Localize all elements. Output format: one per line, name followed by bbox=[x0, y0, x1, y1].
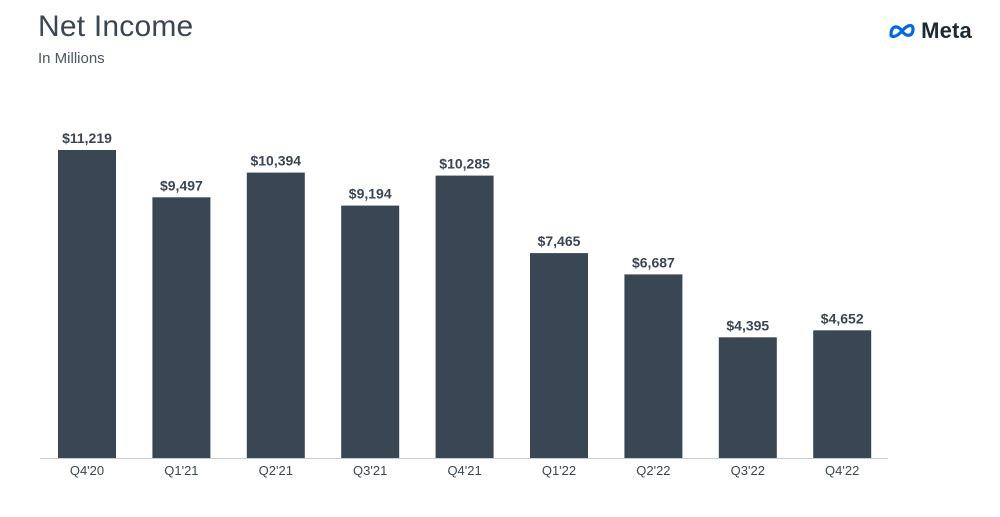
bar bbox=[246, 172, 305, 458]
bar-value-label: $7,465 bbox=[538, 233, 581, 249]
bar-value-label: $6,687 bbox=[632, 254, 675, 270]
bar-value-label: $9,497 bbox=[160, 177, 203, 193]
bar bbox=[152, 197, 211, 459]
bar-value-label: $10,394 bbox=[250, 153, 301, 169]
x-tick-label: Q2'21 bbox=[259, 463, 293, 478]
bar-value-label: $11,219 bbox=[62, 130, 112, 146]
x-tick-label: Q3'21 bbox=[353, 463, 387, 478]
bar bbox=[58, 150, 116, 458]
x-tick-label: Q4'21 bbox=[447, 463, 481, 478]
bar-value-label: $4,652 bbox=[821, 310, 864, 326]
bar bbox=[813, 330, 872, 458]
chart-title: Net Income bbox=[38, 10, 194, 43]
x-tick-label: Q3'22 bbox=[731, 463, 765, 478]
x-tick-label: Q1'21 bbox=[164, 463, 198, 478]
x-tick-label: Q4'20 bbox=[70, 463, 104, 478]
bar-value-label: $9,194 bbox=[349, 186, 392, 202]
x-tick-label: Q1'22 bbox=[542, 463, 576, 478]
bar bbox=[624, 274, 683, 458]
bar bbox=[341, 205, 400, 458]
chart-subtitle: In Millions bbox=[38, 50, 105, 67]
meta-logo-text: Meta bbox=[921, 18, 972, 43]
bar bbox=[435, 175, 494, 458]
x-tick-label: Q4'22 bbox=[825, 463, 859, 478]
meta-logo: Meta bbox=[887, 18, 972, 44]
bar-value-label: $4,395 bbox=[726, 317, 769, 333]
bar-value-label: $10,285 bbox=[439, 156, 490, 172]
bar bbox=[718, 337, 777, 458]
x-tick-label: Q2'22 bbox=[636, 463, 670, 478]
bar bbox=[530, 253, 588, 458]
meta-infinity-icon bbox=[887, 21, 917, 41]
